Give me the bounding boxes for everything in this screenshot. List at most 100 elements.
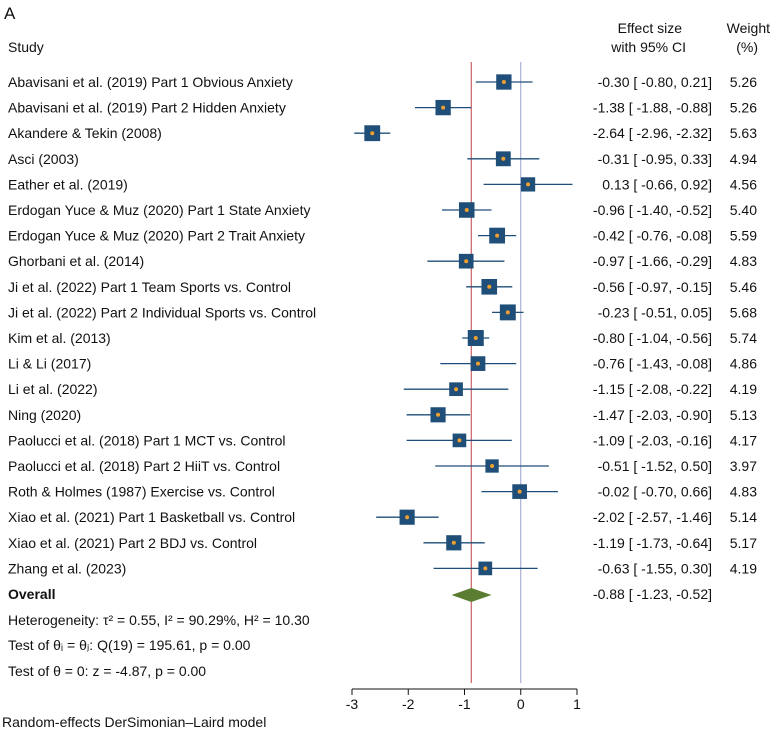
study-name: Ji et al. (2022) Part 2 Individual Sport… [8,304,316,320]
study-row: Ning (2020) -1.47 [ -2.03, -0.90] 5.13 [8,407,757,423]
weight-text: 4.94 [730,151,757,167]
weight-text: 4.86 [730,356,757,372]
ci-text: -0.97 [ -1.66, -0.29] [593,253,712,269]
ci-text: -1.47 [ -2.03, -0.90] [593,407,712,423]
study-row: Xiao et al. (2021) Part 1 Basketball vs.… [8,509,757,525]
test-equal-text: Test of θᵢ = θⱼ: Q(19) = 195.61, p = 0.0… [8,637,251,653]
study-name: Ghorbani et al. (2014) [8,253,144,269]
ci-text: -0.76 [ -1.43, -0.08] [593,356,712,372]
effect-point [501,156,506,161]
effect-point [505,310,510,315]
study-row: Paolucci et al. (2018) Part 2 HiiT vs. C… [8,458,757,474]
ci-text: -2.64 [ -2.96, -2.32] [593,125,712,141]
study-name: Abavisani et al. (2019) Part 1 Obvious A… [8,74,293,90]
test-zero-text: Test of θ = 0: z = -4.87, p = 0.00 [8,663,206,679]
effect-size-header-line1: Effect size [618,20,683,36]
overall-label: Overall [8,586,55,602]
effect-point [476,361,480,366]
panel-label: A [4,4,16,23]
overall-ci-text: -0.88 [ -1.23, -0.52] [593,586,712,602]
x-axis-ticks: -3 -2 -1 0 1 [346,689,581,712]
weight-text: 4.19 [730,381,757,397]
effect-point [473,336,478,340]
effect-point [454,387,459,392]
ci-text: -0.23 [ -0.51, 0.05] [598,304,712,320]
study-rows: Abavisani et al. (2019) Part 1 Obvious A… [8,74,757,576]
ci-text: -0.63 [ -1.55, 0.30] [598,560,712,576]
x-tick-label: 0 [517,696,525,712]
effect-point [441,105,446,110]
ci-text: -0.02 [ -0.70, 0.66] [598,484,712,500]
weight-text: 5.14 [730,509,757,525]
study-row: Ghorbani et al. (2014) -0.97 [ -1.66, -0.… [8,253,757,269]
effect-point [495,233,500,238]
effect-size-header-line2: with 95% CI [610,39,686,55]
heterogeneity-text: Heterogeneity: τ² = 0.55, I² = 90.29%, H… [8,612,310,628]
study-name: Asci (2003) [8,151,79,167]
weight-text: 5.17 [730,535,757,551]
effect-point [517,489,522,494]
study-row: Paolucci et al. (2018) Part 1 MCT vs. Co… [8,432,757,448]
ci-text: -0.80 [ -1.04, -0.56] [593,330,712,346]
study-name: Xiao et al. (2021) Part 1 Basketball vs.… [8,509,295,525]
weight-header-line2: (%) [736,39,758,55]
study-name: Erdogan Yuce & Muz (2020) Part 2 Trait A… [8,228,305,244]
study-name: Akandere & Tekin (2008) [8,125,162,141]
weight-text: 3.97 [730,458,757,474]
effect-point [490,464,495,468]
overall-diamond [451,588,492,602]
weight-text: 4.17 [730,432,757,448]
effect-point [436,412,441,417]
study-row: Xiao et al. (2021) Part 2 BDJ vs. Contro… [8,535,757,551]
weight-text: 5.13 [730,407,757,423]
study-name: Kim et al. (2013) [8,330,111,346]
weight-header-line1: Weight [727,20,770,36]
study-header: Study [8,39,44,55]
study-row: Erdogan Yuce & Muz (2020) Part 1 State A… [8,202,757,218]
x-tick-label: -2 [402,696,415,712]
study-name: Paolucci et al. (2018) Part 2 HiiT vs. C… [8,458,280,474]
study-row: Ji et al. (2022) Part 2 Individual Sport… [8,304,757,320]
effect-point [464,208,469,212]
study-row: Erdogan Yuce & Muz (2020) Part 2 Trait A… [8,228,757,244]
weight-text: 5.59 [730,228,757,244]
ci-text: -0.56 [ -0.97, -0.15] [593,279,712,295]
study-row: Li & Li (2017) -0.76 [ -1.43, -0.08] 4.86 [8,356,757,372]
study-row: Roth & Holmes (1987) Exercise vs. Contro… [8,484,757,500]
ci-text: -0.96 [ -1.40, -0.52] [593,202,712,218]
effect-point [451,540,456,545]
study-row: Eather et al. (2019) 0.13 [ -0.66, 0.92] 4… [8,176,757,192]
study-row: Asci (2003) -0.31 [ -0.95, 0.33] 4.94 [8,151,757,167]
study-name: Zhang et al. (2023) [8,560,126,576]
x-tick-label: 1 [573,696,581,712]
ci-text: -0.31 [ -0.95, 0.33] [598,151,712,167]
ci-text: -1.38 [ -1.88, -0.88] [593,100,712,116]
effect-point [526,182,531,187]
ci-text: -1.19 [ -1.73, -0.64] [593,535,712,551]
study-name: Ning (2020) [8,407,81,423]
effect-point [370,131,375,136]
study-name: Xiao et al. (2021) Part 2 BDJ vs. Contro… [8,535,257,551]
ci-text: -2.02 [ -2.57, -1.46] [593,509,712,525]
x-tick-label: -3 [346,696,359,712]
effect-point [457,438,462,443]
x-tick-label: -1 [458,696,471,712]
model-footnote: Random-effects DerSimonian–Laird model [2,714,266,730]
study-name: Li & Li (2017) [8,356,91,372]
weight-text: 5.63 [730,125,757,141]
study-name: Erdogan Yuce & Muz (2020) Part 1 State A… [8,202,310,218]
ci-text: -0.51 [ -1.52, 0.50] [598,458,712,474]
effect-point [405,515,410,520]
study-name: Li et al. (2022) [8,381,98,397]
weight-text: 4.83 [730,484,757,500]
study-row: Zhang et al. (2023) -0.63 [ -1.55, 0.30] 4… [8,560,757,576]
weight-text: 5.40 [730,202,757,218]
effect-point [487,284,492,289]
study-row: Abavisani et al. (2019) Part 1 Obvious A… [8,74,757,90]
ci-text: -0.42 [ -0.76, -0.08] [593,228,712,244]
study-row: Ji et al. (2022) Part 1 Team Sports vs. … [8,279,757,295]
study-row: Akandere & Tekin (2008) -2.64 [ -2.96, -2… [8,125,757,141]
study-name: Eather et al. (2019) [8,176,128,192]
effect-point [464,259,469,264]
